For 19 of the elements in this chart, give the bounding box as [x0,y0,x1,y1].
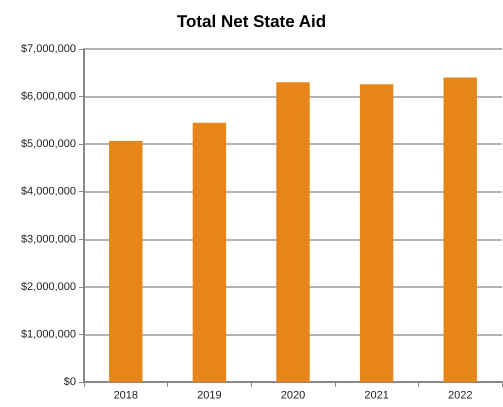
bar [276,82,310,382]
y-tick-label: $5,000,000 [20,138,76,150]
bar [109,140,143,382]
y-tick-label: $7,000,000 [20,43,76,55]
x-tick-label: 2022 [448,390,472,402]
x-tick-label: 2019 [197,390,222,402]
y-tick-label: $2,000,000 [20,280,76,293]
y-tick-label: $3,000,000 [20,233,76,246]
y-tick-label: $1,000,000 [20,328,76,340]
bar [360,84,394,382]
bar [192,122,226,382]
y-tick-label: $4,000,000 [20,186,76,198]
y-tick-label: $6,000,000 [20,90,76,103]
bar [443,78,477,382]
x-tick-label: 2018 [114,390,138,402]
x-tick-label: 2021 [364,390,389,402]
x-tick-label: 2020 [280,390,306,402]
chart-title: Total Net State Aid [176,12,326,31]
y-tick-label: $0 [64,376,76,388]
